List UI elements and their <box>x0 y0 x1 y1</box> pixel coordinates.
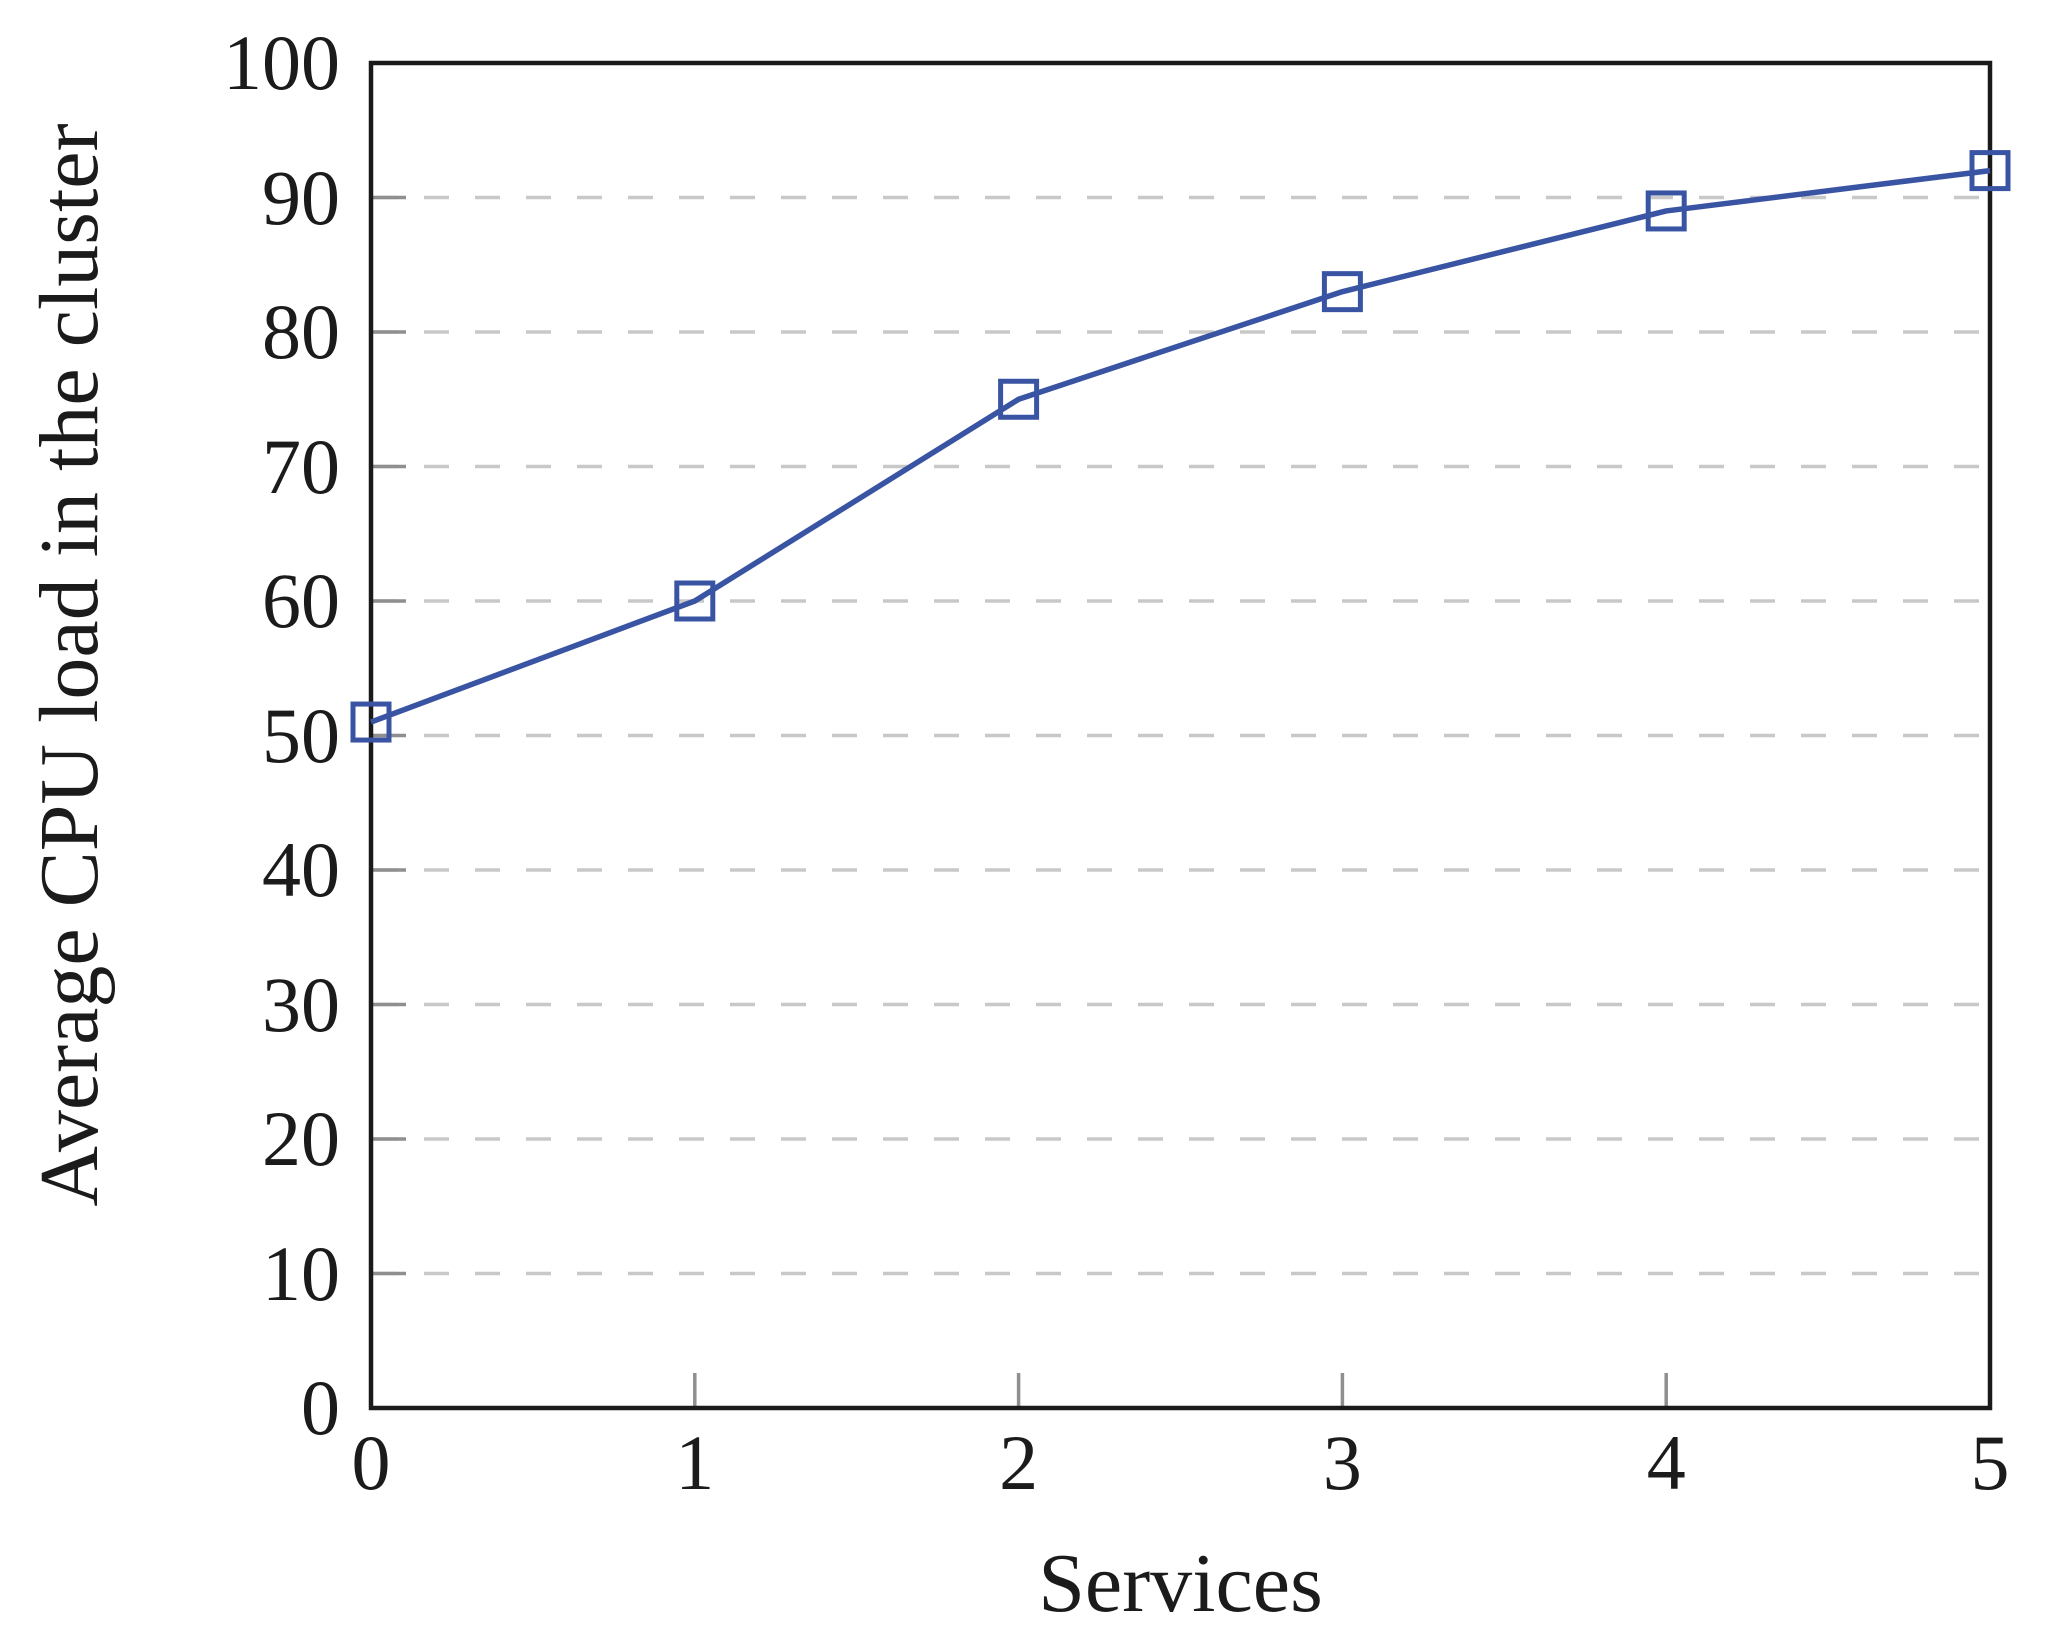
data-point-marker <box>674 580 716 622</box>
data-point-marker <box>350 701 392 743</box>
data-point-marker <box>1969 150 2011 192</box>
y-tick-label: 80 <box>262 288 340 375</box>
y-tick-label: 0 <box>301 1364 340 1451</box>
y-tick-label: 90 <box>262 153 340 241</box>
data-point-marker <box>1645 190 1687 232</box>
x-tick-label: 3 <box>1322 1419 1362 1506</box>
y-axis-label: Average CPU load in the cluster <box>23 123 116 1207</box>
y-tick-label: 40 <box>262 826 340 913</box>
y-tick-label: 10 <box>262 1229 340 1317</box>
data-point-marker <box>1321 271 1363 313</box>
y-tick-label: 60 <box>262 557 340 644</box>
y-tick-label: 70 <box>262 422 340 510</box>
x-tick-label: 0 <box>351 1419 391 1506</box>
x-tick-label: 2 <box>999 1419 1039 1506</box>
x-tick-label: 1 <box>675 1419 715 1506</box>
y-tick-label: 20 <box>262 1095 340 1182</box>
data-line <box>370 167 1991 725</box>
y-tick-label: 30 <box>262 960 340 1048</box>
x-tick-label: 4 <box>1646 1419 1686 1506</box>
plot-frame <box>368 60 1993 1411</box>
data-point-marker <box>998 378 1040 420</box>
y-tick-label: 50 <box>262 691 340 779</box>
x-axis-label: Services <box>1038 1537 1323 1630</box>
x-tick-label: 5 <box>1970 1419 2010 1506</box>
y-tick-label: 100 <box>223 19 340 106</box>
